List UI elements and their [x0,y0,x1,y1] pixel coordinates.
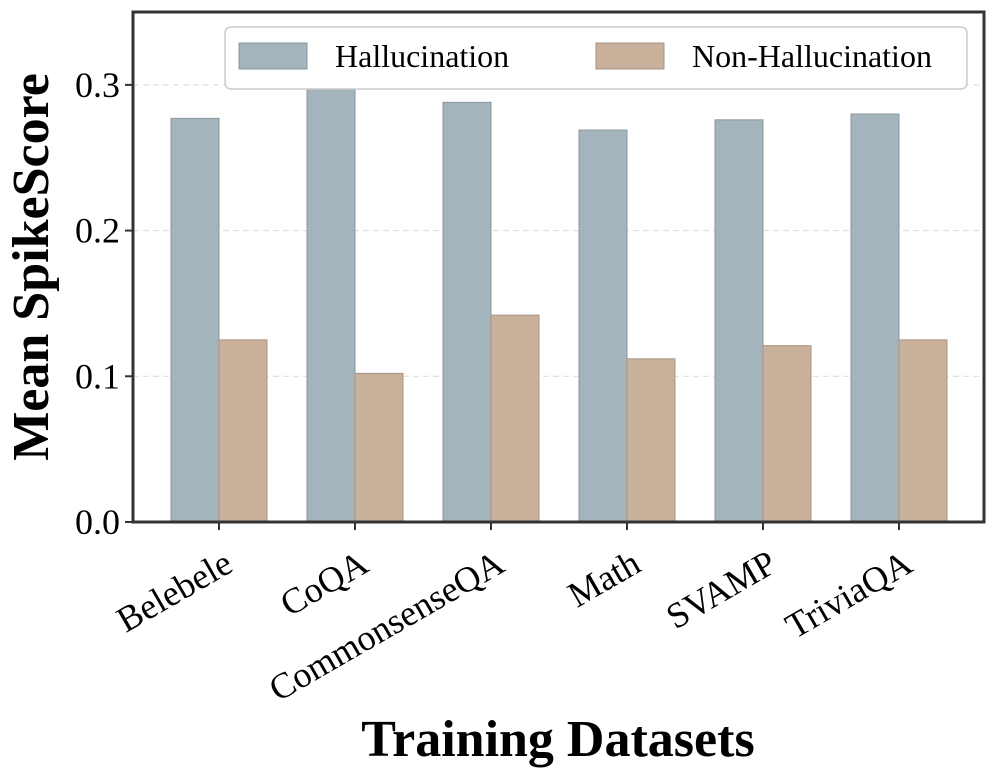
bar-non-hallucination-belebele [218,339,268,523]
bar-hallucination-commonsenseqa [442,101,492,523]
y-axis-title: Mean SpikeScore [3,73,60,461]
y-tick-label: 0.1 [75,356,120,396]
bar-hallucination-triviaqa [850,113,900,523]
plot-frame [131,10,986,524]
bar-hallucination-belebele [170,117,220,523]
legend-label-hallucination: Hallucination [335,38,509,74]
legend: Hallucination Non-Hallucination [224,26,968,90]
bar-hallucination-math [578,129,628,523]
y-tick-label: 0.2 [75,211,120,251]
x-tick-label-commonsenseqa: CommonsenseQA [262,542,511,709]
bars [170,88,948,523]
bar-hallucination-coqa [306,88,356,523]
bar-non-hallucination-math [626,358,676,523]
x-tick-label-coqa: CoQA [273,542,374,624]
legend-swatch-hallucination [238,42,308,70]
x-axis-title: Training Datasets [361,711,754,768]
y-axis-ticks: 0.0 0.1 0.2 0.3 [75,65,133,542]
legend-swatch-non-hallucination [595,42,665,70]
x-tick-label-math: Math [561,542,647,615]
x-tick-label-belebele: Belebele [110,542,239,640]
x-tick-label-triviaqa: TriviaQA [779,542,919,646]
bar-non-hallucination-coqa [354,372,404,523]
bar-hallucination-svamp [714,119,764,523]
bar-non-hallucination-svamp [762,345,812,523]
legend-label-non-hallucination: Non-Hallucination [692,38,932,74]
y-tick-label: 0.3 [75,65,120,105]
x-tick-label-svamp: SVAMP [659,542,782,636]
bar-non-hallucination-commonsenseqa [490,314,540,523]
bar-non-hallucination-triviaqa [898,339,948,523]
y-tick-label: 0.0 [75,502,120,542]
